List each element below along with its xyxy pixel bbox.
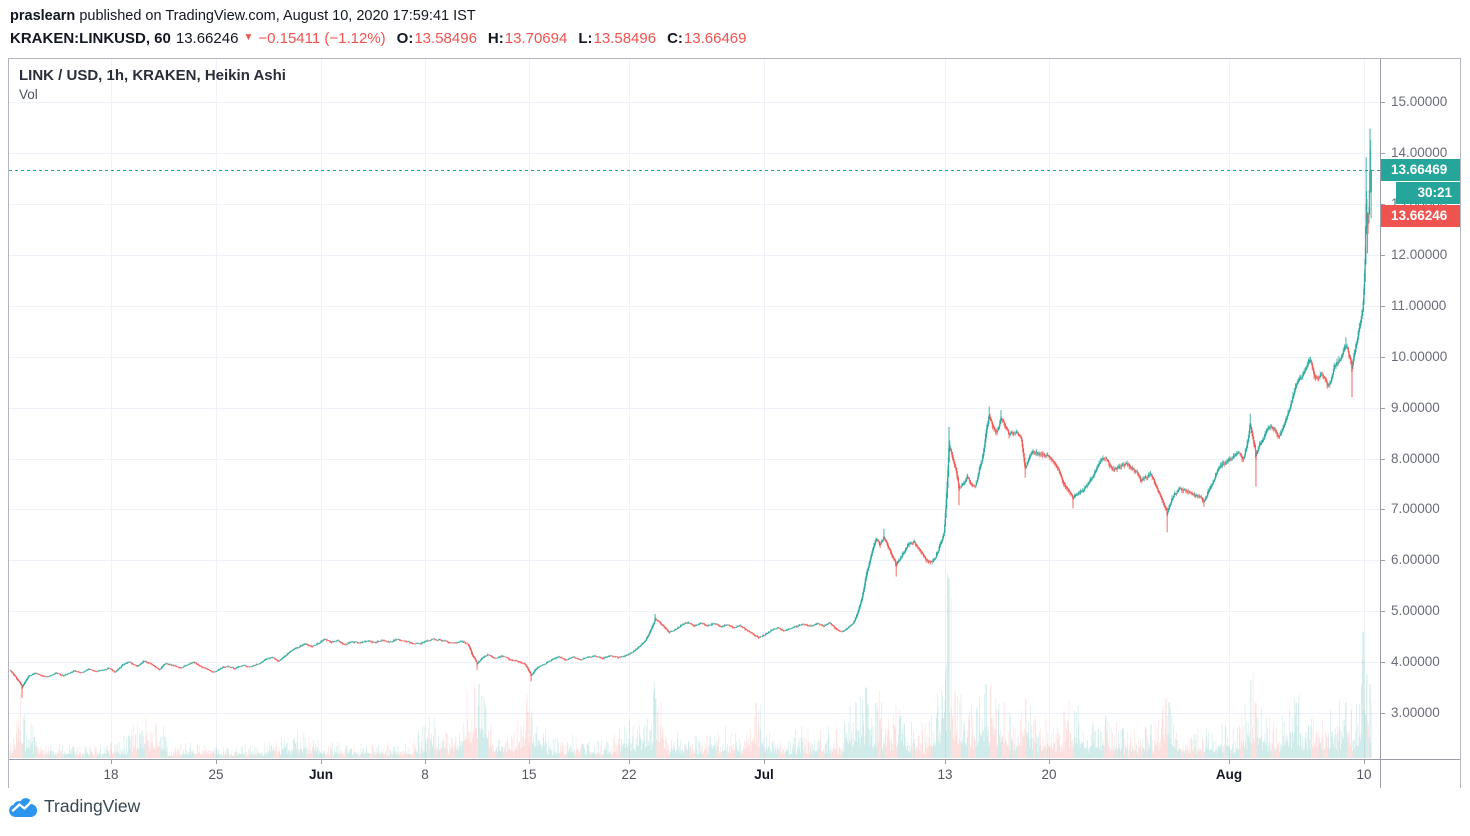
time-tick-label: Jun: [308, 767, 334, 782]
price-tick-dash: [1381, 305, 1385, 307]
ohlc-open: O:13.58496: [396, 30, 477, 47]
price-tick-dash: [1381, 662, 1385, 664]
price-tick-dash: [1381, 204, 1385, 205]
time-tick-label: 18: [103, 767, 119, 782]
ohlc-high: H:13.70694: [487, 30, 568, 47]
price-tick-label: 8.00000: [1381, 451, 1460, 467]
price-tick-label: 15.00000: [1381, 94, 1460, 110]
time-tick-label: 8: [421, 767, 429, 782]
price-tick-dash: [1381, 407, 1385, 409]
chart-pane[interactable]: LINK / USD, 1h, KRAKEN, Heikin Ashi Vol: [9, 59, 1380, 759]
symbol-interval: KRAKEN:LINKUSD, 60: [10, 30, 171, 47]
time-tick-mark: [425, 760, 426, 764]
legend-volume-indicator[interactable]: Vol: [19, 87, 38, 102]
price-tick-label: 12.00000: [1381, 247, 1460, 263]
time-tick-label: 15: [521, 767, 537, 782]
time-tick-mark: [1364, 760, 1365, 764]
bar-countdown-badge: 30:21: [1396, 182, 1460, 205]
time-tick-mark: [529, 760, 530, 764]
username: praslearn: [10, 8, 76, 24]
price-tick-label: 9.00000: [1381, 400, 1460, 416]
time-tick-label: 13: [937, 767, 953, 782]
chart-widget: LINK / USD, 1h, KRAKEN, Heikin Ashi Vol …: [8, 58, 1461, 788]
price-tick-dash: [1381, 509, 1385, 511]
time-axis[interactable]: 18 25 Jun 8 15 22 Jul 13 20 Aug 10: [9, 759, 1380, 788]
publish-text: published on TradingView.com, August 10,…: [75, 8, 476, 24]
time-tick-label: Aug: [1215, 767, 1243, 782]
price-tick-label: 11.00000: [1381, 298, 1460, 314]
price-change: −0.15411 (−1.12%): [258, 30, 386, 47]
tradingview-cloud-icon: [9, 798, 38, 817]
legend-symbol-title[interactable]: LINK / USD, 1h, KRAKEN, Heikin Ashi: [19, 67, 286, 84]
ohlc-close: C:13.66469: [667, 30, 747, 47]
price-tick-dash: [1381, 254, 1385, 256]
time-tick-mark: [111, 760, 112, 764]
time-tick-mark: [1049, 760, 1050, 764]
down-arrow-icon: ▼: [243, 32, 254, 43]
price-tick-dash: [1381, 611, 1385, 613]
price-tick-label: 10.00000: [1381, 349, 1460, 365]
price-tick-dash: [1381, 458, 1385, 460]
time-tick-label: 20: [1041, 767, 1057, 782]
time-tick-mark: [216, 760, 217, 764]
price-axis[interactable]: 13.66469 30:21 13.66246 15.00000 14.00000…: [1380, 59, 1460, 759]
price-tick-dash: [1381, 102, 1385, 104]
chart-legend: LINK / USD, 1h, KRAKEN, Heikin Ashi Vol: [19, 67, 286, 102]
price-tick-label: 3.00000: [1381, 705, 1460, 721]
time-tick-label: Jul: [754, 767, 774, 782]
tradingview-logo[interactable]: TradingView: [8, 796, 140, 817]
time-tick-label: 10: [1356, 767, 1372, 782]
price-tick-dash: [1381, 713, 1385, 714]
publish-info: praslearn published on TradingView.com, …: [10, 8, 476, 24]
time-tick-mark: [764, 760, 765, 764]
last-price: 13.66246: [175, 30, 239, 47]
price-tick-dash: [1381, 560, 1385, 562]
ohlc-low: L:13.58496: [578, 30, 657, 47]
price-tick-dash: [1381, 153, 1385, 155]
price-tick-label: 14.00000: [1381, 145, 1460, 161]
chart-canvas[interactable]: [9, 59, 1380, 759]
price-tick-label: 4.00000: [1381, 654, 1460, 670]
time-tick-mark: [629, 760, 630, 764]
time-tick-mark: [945, 760, 946, 764]
time-tick-mark: [321, 760, 322, 764]
time-tick-mark: [1229, 760, 1230, 764]
price-tick-label: 6.00000: [1381, 552, 1460, 568]
last-trade-price-badge: 13.66246: [1381, 205, 1460, 228]
axis-corner: [1380, 759, 1460, 788]
price-tick-label: 5.00000: [1381, 603, 1460, 619]
tradingview-logo-text: TradingView: [44, 796, 141, 816]
price-tick-label: 7.00000: [1381, 501, 1460, 517]
symbol-status-line: KRAKEN:LINKUSD, 60 13.66246 ▼ −0.15411 (…: [10, 30, 746, 47]
time-tick-label: 25: [208, 767, 224, 782]
price-tick-dash: [1381, 356, 1385, 358]
time-tick-label: 22: [621, 767, 637, 782]
ha-close-price-badge: 13.66469: [1381, 159, 1460, 182]
